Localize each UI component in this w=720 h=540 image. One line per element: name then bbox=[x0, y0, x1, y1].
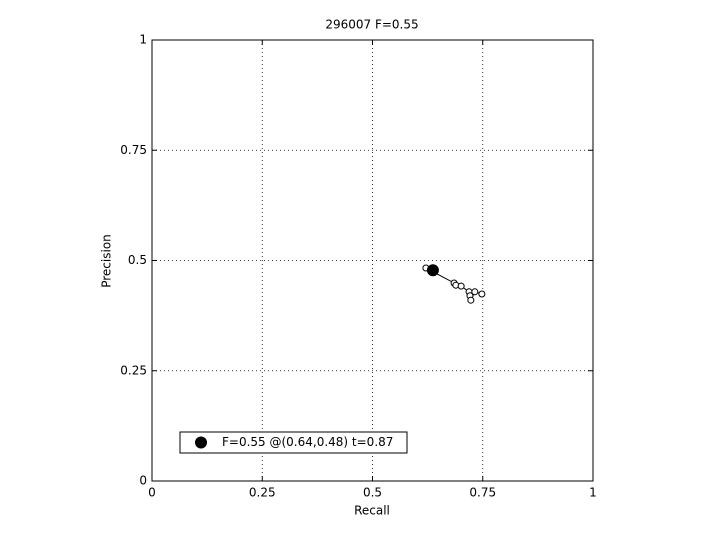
x-tick-label: 0.75 bbox=[469, 486, 496, 500]
y-tick-label: 0.25 bbox=[120, 363, 147, 377]
legend-label: F=0.55 @(0.64,0.48) t=0.87 bbox=[222, 435, 393, 449]
y-tick-label: 0.75 bbox=[120, 143, 147, 157]
x-tick-label: 0 bbox=[148, 486, 156, 500]
y-tick-label: 0 bbox=[139, 474, 147, 488]
legend-box bbox=[179, 431, 408, 454]
curve-point bbox=[457, 282, 465, 290]
x-tick-label: 1 bbox=[589, 486, 597, 500]
x-axis-label: Recall bbox=[354, 504, 390, 518]
best-point bbox=[426, 264, 439, 277]
curve-point bbox=[471, 288, 479, 296]
y-tick-label: 0.5 bbox=[128, 253, 147, 267]
chart-title: 296007 F=0.55 bbox=[325, 18, 418, 32]
plot-frame bbox=[151, 39, 594, 482]
legend-marker bbox=[195, 436, 207, 449]
y-axis-label: Precision bbox=[100, 234, 114, 288]
x-tick-label: 0.25 bbox=[249, 486, 276, 500]
x-tick-label: 0.5 bbox=[363, 486, 382, 500]
curve-point bbox=[467, 296, 475, 304]
y-tick-label: 1 bbox=[139, 33, 147, 47]
curve-point bbox=[478, 290, 486, 298]
